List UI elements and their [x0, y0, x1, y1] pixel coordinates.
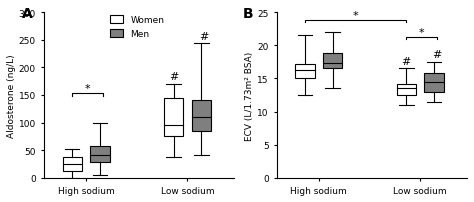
Text: *: * — [353, 12, 358, 21]
Bar — [323, 54, 342, 69]
Bar — [295, 64, 315, 79]
Text: #: # — [169, 72, 178, 82]
Text: B: B — [243, 6, 254, 20]
Bar — [425, 74, 444, 92]
Bar — [63, 157, 82, 171]
Y-axis label: ECV (L/1.73m² BSA): ECV (L/1.73m² BSA) — [246, 51, 255, 140]
Bar — [164, 98, 183, 137]
Bar — [397, 84, 416, 96]
Y-axis label: Aldosterone (ng/L): Aldosterone (ng/L) — [7, 54, 16, 137]
Bar — [91, 146, 109, 162]
Text: A: A — [21, 6, 32, 20]
Text: *: * — [419, 28, 424, 38]
Bar — [192, 101, 211, 131]
Legend: Women, Men: Women, Men — [106, 12, 168, 42]
Text: #: # — [199, 32, 209, 42]
Text: #: # — [401, 57, 411, 67]
Text: *: * — [84, 84, 90, 94]
Text: #: # — [432, 49, 441, 59]
